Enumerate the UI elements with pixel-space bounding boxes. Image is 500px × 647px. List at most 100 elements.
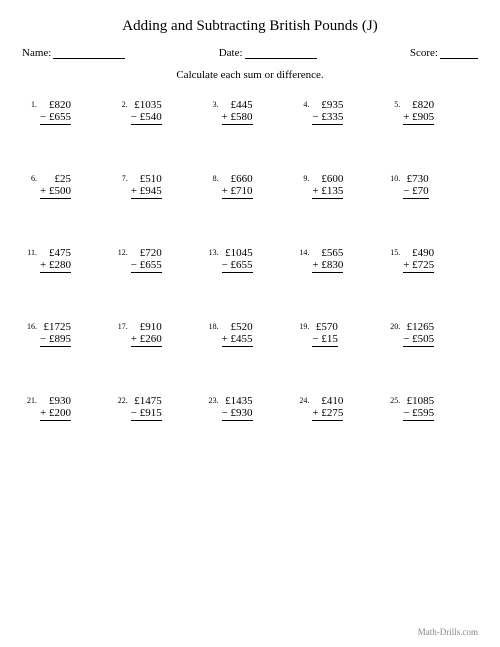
problems-grid: 1.£820− £6552.£1035− £5403.£445+ £5804.£… xyxy=(22,99,478,421)
operand-top: £820 xyxy=(40,99,71,111)
problem-body: £730− £70 xyxy=(403,173,428,199)
operand-top: £660 xyxy=(222,173,253,185)
page-title: Adding and Subtracting British Pounds (J… xyxy=(22,18,478,35)
problem-body: £25+ £500 xyxy=(40,173,71,199)
problem: 2.£1035− £540 xyxy=(117,99,202,125)
operand-top: £935 xyxy=(312,99,343,111)
problem: 12.£720− £655 xyxy=(117,247,202,273)
problem-number: 12. xyxy=(117,247,131,257)
operand-bottom: + £200 xyxy=(40,407,71,421)
problem-number: 17. xyxy=(117,321,131,331)
problem-number: 23. xyxy=(208,395,222,405)
problem-body: £930+ £200 xyxy=(40,395,71,421)
problem: 5.£820+ £905 xyxy=(389,99,474,125)
problem-body: £1725− £895 xyxy=(40,321,71,347)
operand-top: £490 xyxy=(403,247,434,259)
operand-bottom: + £945 xyxy=(131,185,162,199)
operand-bottom: − £655 xyxy=(40,111,71,125)
operand-bottom: − £595 xyxy=(403,407,434,421)
problem: 3.£445+ £580 xyxy=(208,99,293,125)
problem: 15.£490+ £725 xyxy=(389,247,474,273)
operand-top: £600 xyxy=(312,173,343,185)
problem: 1.£820− £655 xyxy=(26,99,111,125)
problem: 22.£1475− £915 xyxy=(117,395,202,421)
problem-body: £660+ £710 xyxy=(222,173,253,199)
problem: 8.£660+ £710 xyxy=(208,173,293,199)
problem-number: 3. xyxy=(208,99,222,109)
operand-top: £475 xyxy=(40,247,71,259)
operand-top: £1265 xyxy=(403,321,434,333)
operand-top: £510 xyxy=(131,173,162,185)
problem-number: 8. xyxy=(208,173,222,183)
problem: 20.£1265− £505 xyxy=(389,321,474,347)
problem-number: 6. xyxy=(26,173,40,183)
problem-number: 22. xyxy=(117,395,131,405)
problem-number: 25. xyxy=(389,395,403,405)
footer: Math-Drills.com xyxy=(418,627,478,637)
problem-number: 1. xyxy=(26,99,40,109)
problem: 7.£510+ £945 xyxy=(117,173,202,199)
problem-number: 14. xyxy=(298,247,312,257)
operand-top: £1035 xyxy=(131,99,162,111)
problem-body: £1435− £930 xyxy=(222,395,253,421)
problem-number: 5. xyxy=(389,99,403,109)
operand-bottom: + £280 xyxy=(40,259,71,273)
operand-top: £410 xyxy=(312,395,343,407)
problem-body: £565+ £830 xyxy=(312,247,343,273)
problem-body: £520+ £455 xyxy=(222,321,253,347)
operand-top: £445 xyxy=(222,99,253,111)
problem: 13.£1045− £655 xyxy=(208,247,293,273)
problem-body: £475+ £280 xyxy=(40,247,71,273)
operand-bottom: + £725 xyxy=(403,259,434,273)
problem-body: £820+ £905 xyxy=(403,99,434,125)
operand-top: £930 xyxy=(40,395,71,407)
problem-body: £910+ £260 xyxy=(131,321,162,347)
problem-number: 11. xyxy=(26,247,40,257)
operand-bottom: + £455 xyxy=(222,333,253,347)
date-blank[interactable] xyxy=(245,48,317,59)
operand-top: £910 xyxy=(131,321,162,333)
score-field: Score: xyxy=(410,47,478,59)
operand-bottom: + £135 xyxy=(312,185,343,199)
operand-bottom: + £500 xyxy=(40,185,71,199)
problem-body: £490+ £725 xyxy=(403,247,434,273)
operand-bottom: − £335 xyxy=(312,111,343,125)
operand-top: £730 xyxy=(403,173,428,185)
operand-bottom: − £70 xyxy=(403,185,428,199)
operand-bottom: − £895 xyxy=(40,333,71,347)
operand-bottom: − £540 xyxy=(131,111,162,125)
operand-bottom: + £580 xyxy=(222,111,253,125)
operand-bottom: + £830 xyxy=(312,259,343,273)
score-label: Score: xyxy=(410,47,438,59)
date-field: Date: xyxy=(219,47,317,59)
operand-bottom: − £15 xyxy=(312,333,337,347)
operand-bottom: − £915 xyxy=(131,407,162,421)
problem-number: 20. xyxy=(389,321,403,331)
operand-top: £1085 xyxy=(403,395,434,407)
problem: 14.£565+ £830 xyxy=(298,247,383,273)
problem: 21.£930+ £200 xyxy=(26,395,111,421)
meta-row: Name: Date: Score: xyxy=(22,47,478,59)
problem-number: 10. xyxy=(389,173,403,183)
operand-top: £1435 xyxy=(222,395,253,407)
date-label: Date: xyxy=(219,47,243,59)
problem-body: £1475− £915 xyxy=(131,395,162,421)
problem-body: £1085− £595 xyxy=(403,395,434,421)
operand-top: £520 xyxy=(222,321,253,333)
problem-body: £410+ £275 xyxy=(312,395,343,421)
problem-number: 24. xyxy=(298,395,312,405)
problem-body: £600+ £135 xyxy=(312,173,343,199)
problem-number: 16. xyxy=(26,321,40,331)
problem-body: £820− £655 xyxy=(40,99,71,125)
problem: 18.£520+ £455 xyxy=(208,321,293,347)
operand-bottom: − £930 xyxy=(222,407,253,421)
problem-body: £935− £335 xyxy=(312,99,343,125)
operand-bottom: + £905 xyxy=(403,111,434,125)
score-blank[interactable] xyxy=(440,48,478,59)
problem: 23.£1435− £930 xyxy=(208,395,293,421)
problem-number: 4. xyxy=(298,99,312,109)
operand-bottom: − £655 xyxy=(131,259,162,273)
name-blank[interactable] xyxy=(53,48,125,59)
problem-body: £570− £15 xyxy=(312,321,337,347)
operand-bottom: + £710 xyxy=(222,185,253,199)
